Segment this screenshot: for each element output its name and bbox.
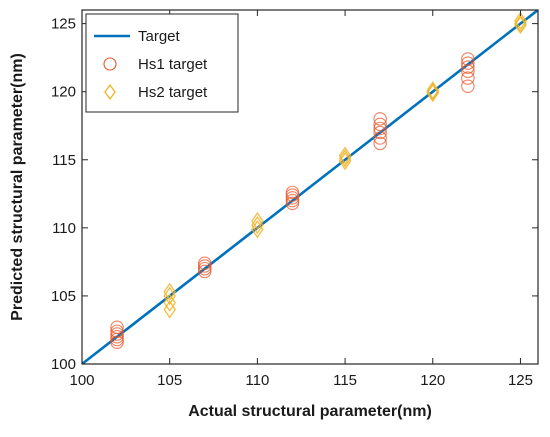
hs2-point	[163, 282, 176, 301]
legend-circle-marker	[103, 57, 117, 71]
series-layer	[82, 10, 538, 364]
hs2-point	[251, 220, 264, 239]
x-tick-label: 115	[333, 372, 357, 389]
hs1-point	[461, 71, 475, 85]
y-tick-label: 120	[51, 84, 76, 101]
hs2-point	[251, 215, 264, 235]
x-tick-label: 100	[69, 372, 94, 389]
legend-diamond-marker	[104, 83, 116, 101]
hs2-point	[514, 11, 527, 31]
hs1-point	[285, 185, 300, 200]
hs2-point	[163, 286, 176, 306]
hs2-point	[163, 300, 176, 319]
hs2-point	[514, 14, 527, 33]
y-tick-label: 115	[52, 152, 76, 169]
legend-label: Hs2 target	[138, 84, 208, 101]
hs1-point	[110, 324, 124, 339]
hs2-point	[338, 149, 352, 168]
x-axis-label: Actual structural parameter(nm)	[188, 403, 432, 420]
hs1-point	[285, 188, 300, 202]
hs1-point	[110, 327, 124, 341]
hs2-point	[426, 82, 440, 101]
legend-box	[85, 13, 239, 113]
y-tick-label: 110	[52, 220, 76, 237]
y-tick-label: 105	[51, 288, 76, 305]
hs2-point	[163, 293, 176, 312]
hs2-point	[251, 211, 264, 231]
hs2-point	[426, 81, 440, 100]
hs2-point	[426, 83, 440, 103]
hs1-point	[461, 56, 475, 70]
x-tick-label: 110	[245, 372, 269, 389]
hs1-point	[110, 330, 124, 344]
y-tick-label: 125	[51, 16, 76, 33]
hs1-point	[198, 264, 212, 279]
hs1-point	[285, 193, 300, 208]
hs1-point	[285, 196, 300, 211]
y-axis-ticks: 100 105 110 115 120 125	[51, 16, 538, 373]
x-tick-label: 125	[508, 372, 533, 389]
hs1-point	[198, 256, 212, 270]
hs1-point	[373, 121, 387, 136]
x-tick-label: 105	[157, 372, 182, 389]
hs1-point	[198, 261, 212, 276]
plot-area	[81, 9, 539, 365]
hs1-point	[373, 125, 387, 140]
hs2-point	[514, 15, 527, 35]
legend: Target Hs1 target Hs2 target	[85, 13, 239, 113]
legend-label: Target	[138, 28, 181, 45]
hs1-point	[198, 259, 212, 273]
legend-label: Hs1 target	[138, 56, 208, 73]
y-tick-label: 100	[51, 356, 76, 373]
hs1-point	[373, 131, 387, 145]
hs1-point	[461, 52, 475, 66]
y-axis-label: Predicted structural parameter(nm)	[9, 53, 26, 321]
hs1-point	[461, 60, 475, 74]
hs1-point	[373, 117, 387, 132]
hs1-point	[461, 79, 475, 93]
hs2-point	[338, 146, 352, 165]
hs1-point	[110, 335, 124, 349]
x-tick-label: 120	[420, 372, 445, 389]
hs1-point	[285, 191, 300, 205]
hs1-point	[373, 112, 387, 126]
hs1-point	[373, 136, 387, 151]
hs1-point	[110, 320, 124, 334]
x-axis-ticks: 100 105 110 115 120 125	[69, 10, 533, 389]
